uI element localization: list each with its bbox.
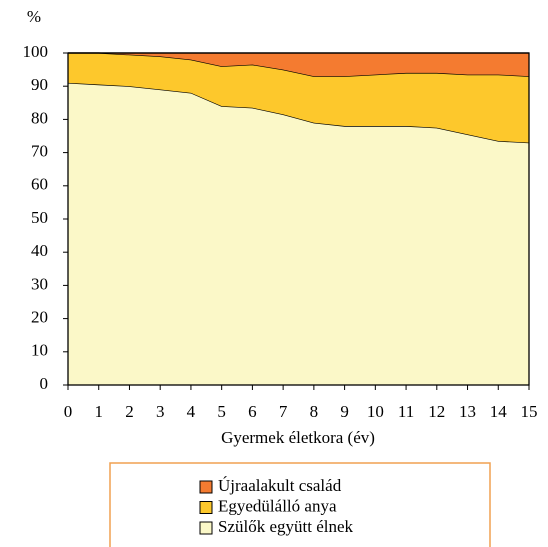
x-tick-label: 7 [279, 402, 288, 421]
legend-label: Egyedülálló anya [218, 496, 337, 515]
y-tick-label: 40 [31, 241, 48, 260]
x-tick-label: 1 [94, 402, 103, 421]
y-tick-label: 80 [31, 108, 48, 127]
legend-swatch [199, 480, 213, 494]
x-tick-label: 4 [187, 402, 196, 421]
legend-swatch [199, 521, 213, 535]
y-tick-label: 10 [31, 341, 48, 360]
x-tick-label: 0 [64, 402, 73, 421]
y-tick-label: 30 [31, 274, 48, 293]
y-axis-label: % [27, 7, 41, 26]
area [68, 53, 529, 77]
x-tick-label: 3 [156, 402, 165, 421]
y-tick-label: 70 [31, 142, 48, 161]
y-tick-label: 50 [31, 208, 48, 227]
x-axis-label: Gyermek életkora (év) [221, 428, 375, 447]
legend-box [109, 462, 491, 547]
x-tick-label: 2 [125, 402, 134, 421]
x-tick-label: 13 [459, 402, 476, 421]
x-tick-label: 15 [521, 402, 538, 421]
x-tick-label: 5 [217, 402, 226, 421]
legend-label: Újraalakult család [218, 476, 342, 495]
x-tick-label: 12 [428, 402, 445, 421]
area [68, 82, 529, 385]
x-tick-label: 6 [248, 402, 257, 421]
legend-label: Szülők együtt élnek [218, 517, 354, 536]
legend-swatch [199, 501, 213, 514]
x-tick-label: 9 [340, 402, 349, 421]
x-tick-label: 8 [310, 402, 319, 421]
y-tick-label: 90 [31, 75, 48, 94]
x-tick-label: 11 [398, 402, 414, 421]
y-tick-label: 0 [40, 374, 49, 393]
y-tick-label: 100 [23, 42, 49, 61]
y-tick-label: 20 [31, 308, 48, 327]
x-tick-label: 10 [367, 402, 384, 421]
x-tick-label: 14 [490, 402, 508, 421]
area [68, 53, 529, 143]
y-tick-label: 60 [31, 175, 48, 194]
